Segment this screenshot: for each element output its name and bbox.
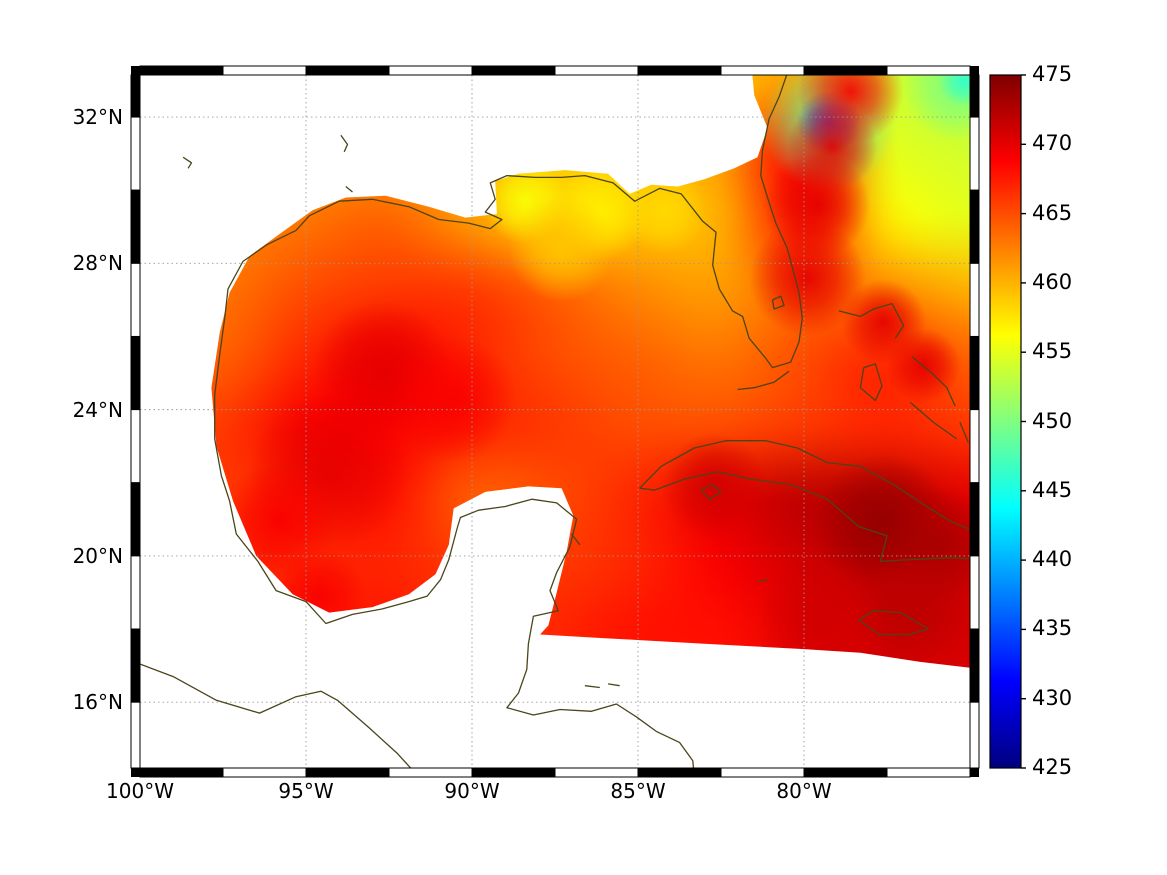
coastline-eleuthera-cat [911, 356, 956, 407]
colorbar-tick-label: 445 [1032, 477, 1073, 502]
colorbar [989, 74, 1026, 769]
coastline-bay-islands-1 [584, 685, 600, 689]
map-frame [130, 65, 980, 778]
y-tick-label: 24°N [72, 397, 123, 422]
map-clipped-layers [140, 75, 970, 768]
colorbar-tick-label: 465 [1032, 200, 1073, 225]
coastline-inland-lake-3 [345, 185, 353, 193]
coastline-florida-keys [737, 370, 790, 391]
y-tick-label: 20°N [72, 543, 123, 568]
coastline-cozumel [571, 533, 581, 546]
coastline-grand-bahama-abaco [838, 302, 905, 339]
coastline-us-gulf-yucatan-coast [214, 75, 803, 768]
colorbar-gradient [989, 74, 1022, 769]
x-tick-label: 95°W [278, 779, 334, 803]
x-tick-label: 100°W [106, 779, 174, 803]
colorbar-tick-label: 440 [1032, 547, 1073, 572]
colorbar-tick-label: 435 [1032, 616, 1073, 641]
y-tick-label: 28°N [72, 251, 123, 276]
coastline-inland-lake-2 [340, 134, 349, 153]
coastline-exuma-chain [909, 401, 958, 440]
colorbar-tick-label: 460 [1032, 269, 1073, 294]
coastline-grand-cayman [757, 579, 768, 583]
x-tick-label: 80°W [776, 779, 832, 803]
colorbar-tick-label: 470 [1032, 131, 1073, 156]
coastline-lake-okeechobee [771, 295, 785, 310]
coastline-cuba [639, 440, 970, 563]
colorbar-tick-label: 430 [1032, 685, 1073, 710]
no-data-region [140, 75, 970, 768]
coastline-andros [859, 363, 883, 402]
colorbar-tick-label: 425 [1032, 755, 1073, 779]
x-tick-label: 85°W [610, 779, 666, 803]
colorbar-tick-label: 475 [1032, 62, 1073, 86]
colorbar-tick-label: 450 [1032, 408, 1073, 433]
coastline-jamaica [858, 610, 930, 636]
y-tick-label: 32°N [72, 105, 123, 130]
x-tick-label: 90°W [444, 779, 500, 803]
colorbar-tick-label: 455 [1032, 339, 1073, 364]
coastline-pacific-coast [140, 663, 412, 768]
y-tick-label: 16°N [72, 690, 123, 715]
coastline-bay-islands-2 [608, 683, 620, 687]
coastline-isla-juventud [700, 483, 722, 500]
coastline-long-island-bahamas [959, 422, 969, 443]
coastline-inland-lake-1 [182, 156, 193, 169]
